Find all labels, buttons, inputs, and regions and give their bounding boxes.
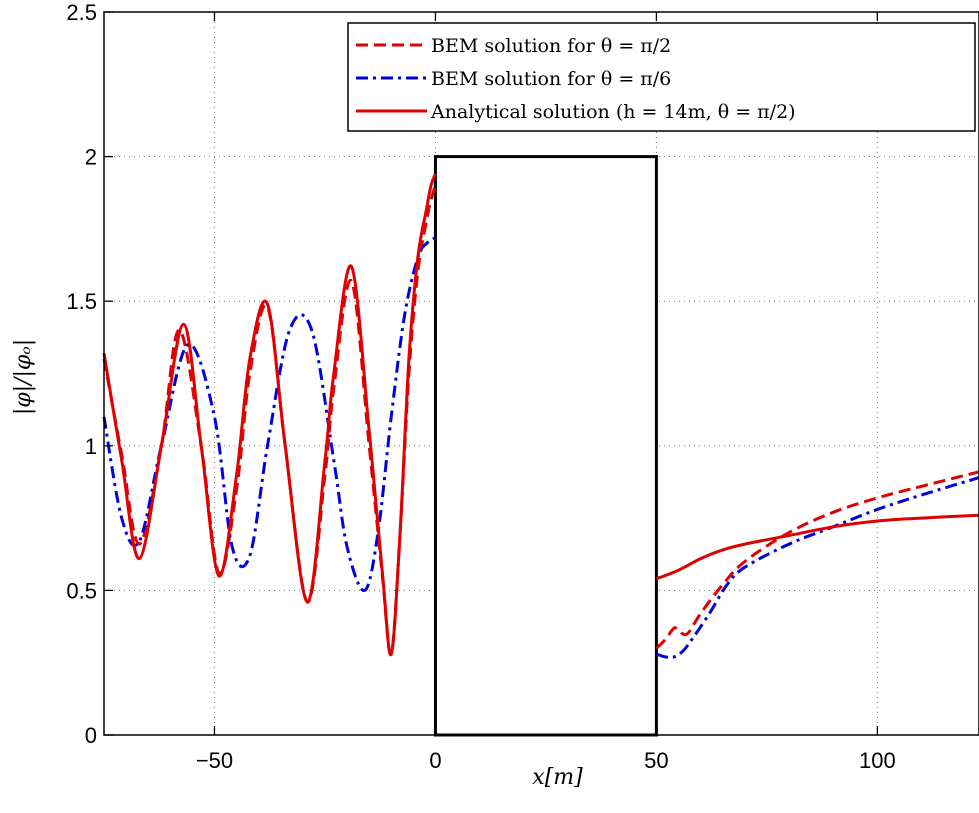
series-line-0-part-1 — [655, 470, 979, 650]
series-line-1-part-1 — [655, 476, 979, 659]
series-lines — [102, 173, 979, 659]
y-tick-label: 0.5 — [66, 578, 97, 603]
plot-frame — [103, 11, 979, 736]
legend-box — [347, 22, 976, 132]
x-tick-label: 0 — [429, 748, 441, 773]
axes — [103, 11, 979, 736]
legend: BEM solution for θ = π/2 BEM solution for… — [347, 22, 976, 132]
x-tick-label: 100 — [859, 748, 896, 773]
y-tick-label: 0 — [85, 723, 97, 748]
y-tick-label: 2.5 — [66, 0, 97, 25]
series-line-1-part-0 — [102, 236, 437, 592]
obstacle-rectangle — [433, 155, 658, 737]
x-tick-label: 50 — [644, 748, 668, 773]
x-tick-label: −50 — [196, 748, 233, 773]
y-tick-label: 1 — [85, 434, 97, 459]
y-axis-title: |φ|/|φₒ| — [11, 339, 36, 415]
y-tick-label: 2 — [85, 145, 97, 170]
x-axis-title: x[m] — [532, 765, 583, 790]
legend-label-1: BEM solution for θ = π/6 — [431, 68, 671, 90]
tick-labels: −50 0 50 100 0 0.5 1 1.5 2 2.5 — [66, 0, 895, 773]
series-line-2-part-0 — [102, 173, 437, 656]
legend-label-0: BEM solution for θ = π/2 — [431, 35, 671, 57]
y-tick-label: 1.5 — [66, 289, 97, 314]
obstacle-rect — [433, 155, 658, 737]
legend-label-2: Analytical solution (h = 14m, θ = π/2) — [430, 101, 796, 123]
series-line-2-part-1 — [655, 513, 979, 581]
